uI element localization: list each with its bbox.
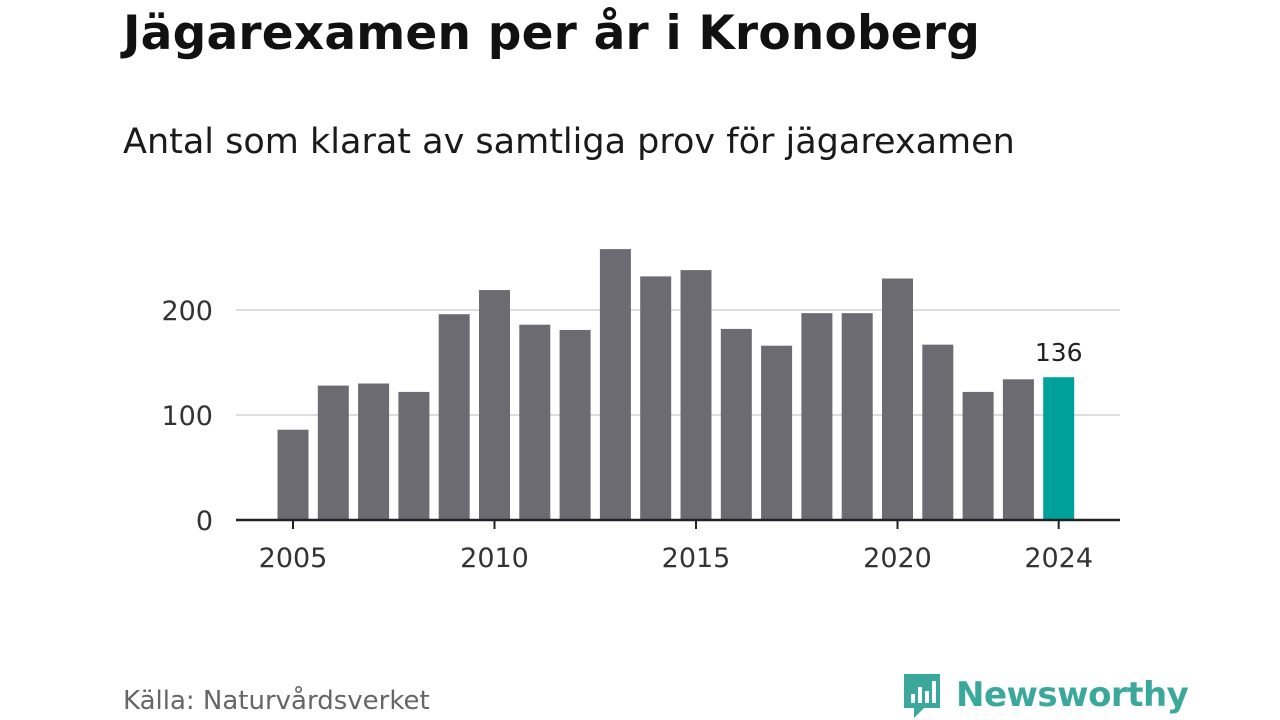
- bar: [438, 314, 470, 520]
- bar: [398, 391, 430, 520]
- bar: [277, 429, 309, 520]
- bar: [640, 276, 672, 520]
- bar: [882, 278, 913, 520]
- bar: [761, 345, 793, 520]
- x-tick-label: 2005: [259, 543, 328, 574]
- source-note: Källa: Naturvårdsverket: [123, 686, 430, 716]
- x-tick-label: 2010: [460, 543, 529, 574]
- chart-subtitle: Antal som klarat av samtliga prov för jä…: [123, 122, 1015, 162]
- x-tick-label: 2024: [1024, 543, 1093, 574]
- bar: [559, 329, 591, 520]
- bar: [801, 313, 833, 520]
- bar: [962, 391, 994, 520]
- bar-chart-speech-bubble-icon: [904, 674, 940, 718]
- brand-logo: Newsworthy: [902, 670, 1189, 720]
- bar: [519, 324, 551, 520]
- brand-name: Newsworthy: [956, 675, 1189, 715]
- bar-chart: 0 100 200 136 2005 2010 2015 2020 2024: [161, 249, 1120, 574]
- bar: [922, 344, 954, 520]
- chart-title: Jägarexamen per år i Kronoberg: [123, 6, 981, 61]
- y-tick-label: 0: [196, 506, 213, 537]
- bar: [841, 313, 873, 520]
- bar: [599, 249, 631, 520]
- bar-highlight: [1043, 377, 1075, 520]
- x-tick-label: 2015: [662, 543, 731, 574]
- bar: [358, 383, 390, 520]
- bar: [680, 270, 712, 520]
- bar: [479, 290, 510, 520]
- bar: [720, 328, 752, 520]
- y-tick-label: 100: [161, 401, 213, 432]
- y-tick-label: 200: [161, 296, 213, 327]
- bar: [1002, 379, 1034, 520]
- bar: [317, 385, 349, 520]
- x-tick-label: 2020: [863, 543, 932, 574]
- data-label: 136: [1035, 338, 1083, 367]
